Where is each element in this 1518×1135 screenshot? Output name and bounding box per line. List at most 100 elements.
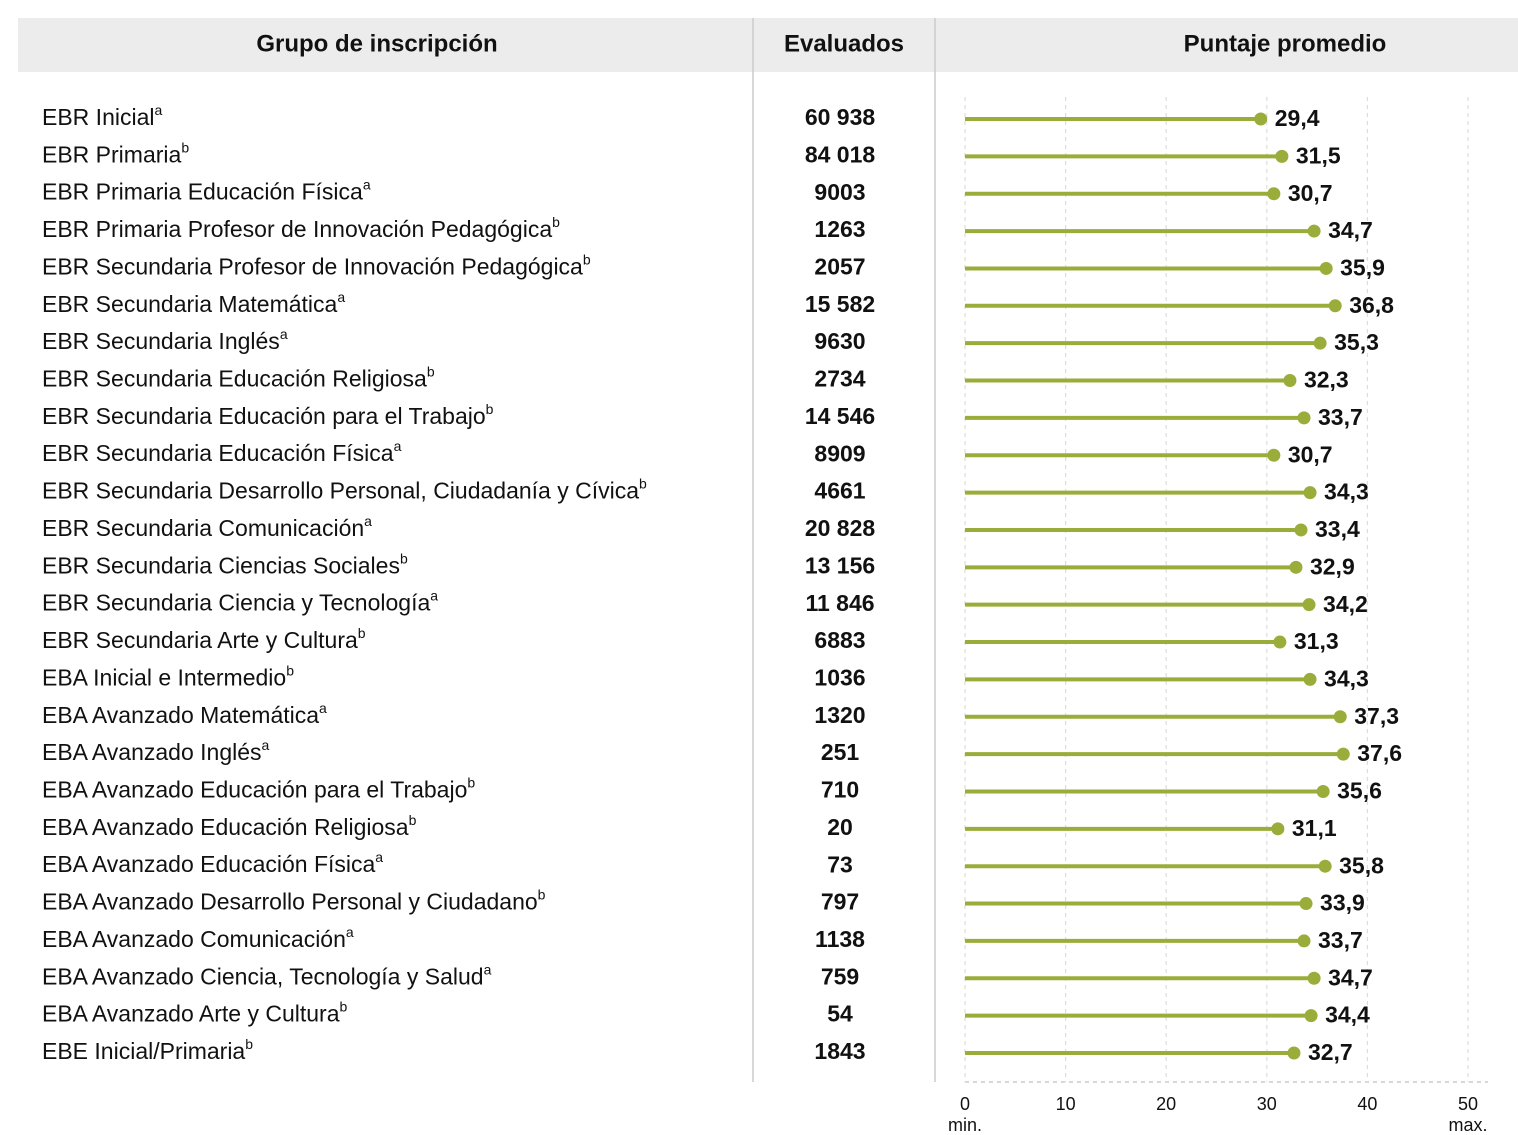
dot: [1299, 897, 1313, 911]
category-name: EBR Secundaria Comunicación: [42, 515, 364, 541]
dot: [1271, 822, 1285, 836]
evaluados: 4661: [814, 478, 865, 504]
category-label: EBA Avanzado Educación Físicaa: [42, 849, 383, 877]
footnote-mark: b: [427, 363, 435, 379]
x-tick-label: 40: [1357, 1094, 1377, 1114]
category-name: EBA Avanzado Educación para el Trabajo: [42, 777, 467, 803]
category-label: EBR Secundaria Educación Físicaa: [42, 438, 402, 466]
category-name: EBA Avanzado Inglés: [42, 739, 262, 765]
dot: [1267, 187, 1281, 201]
dot: [1283, 374, 1297, 388]
evaluados: 1843: [814, 1038, 865, 1064]
category-name: EBR Secundaria Educación Física: [42, 440, 394, 466]
evaluados: 2057: [814, 254, 865, 280]
evaluados: 710: [821, 777, 859, 803]
value-label: 34,2: [1323, 591, 1368, 617]
value-label: 33,9: [1320, 890, 1365, 916]
footnote-mark: a: [337, 289, 345, 305]
category-label: EBR Secundaria Desarrollo Personal, Ciud…: [42, 475, 647, 503]
value-label: 34,7: [1328, 964, 1373, 990]
value-label: 31,3: [1294, 628, 1339, 654]
x-tick-label: 0: [960, 1094, 970, 1114]
evaluados: 14 546: [805, 403, 875, 429]
value-label: 32,9: [1310, 553, 1355, 579]
value-label: 35,3: [1334, 329, 1379, 355]
evaluados: 20 828: [805, 515, 876, 541]
category-name: EBA Inicial e Intermedio: [42, 664, 286, 690]
dot: [1307, 224, 1321, 238]
category-name: EBR Secundaria Arte y Cultura: [42, 627, 358, 653]
category-name: EBR Secundaria Educación para el Trabajo: [42, 403, 486, 429]
category-label: EBR Secundaria Matemáticaa: [42, 289, 345, 317]
evaluados: 1263: [814, 216, 865, 242]
footnote-mark: a: [394, 438, 402, 454]
category-label: EBR Iniciala: [42, 102, 162, 130]
header-band: [18, 18, 1518, 72]
category-name: EBR Secundaria Inglés: [42, 328, 280, 354]
dot: [1302, 598, 1316, 612]
footnote-mark: a: [375, 849, 383, 865]
category-name: EBA Avanzado Educación Religiosa: [42, 814, 409, 840]
value-label: 33,7: [1318, 404, 1363, 430]
axis-end-label: min.: [948, 1115, 982, 1135]
dot: [1336, 747, 1350, 761]
category-name: EBA Avanzado Educación Física: [42, 851, 375, 877]
category-label: EBR Secundaria Ciencias Socialesb: [42, 550, 408, 578]
footnote-mark: b: [339, 998, 347, 1014]
category-label: EBE Inicial/Primariab: [42, 1036, 253, 1064]
x-tick-label: 30: [1257, 1094, 1277, 1114]
dot: [1294, 523, 1308, 537]
dot: [1316, 784, 1330, 798]
dot: [1275, 149, 1289, 163]
footnote-mark: a: [319, 699, 327, 715]
x-tick-label: 20: [1156, 1094, 1176, 1114]
category-label: EBA Avanzado Educación para el Trabajob: [42, 774, 475, 802]
value-label: 37,6: [1357, 740, 1402, 766]
evaluados: 73: [827, 851, 853, 877]
dot: [1267, 448, 1281, 462]
category-name: EBE Inicial/Primaria: [42, 1038, 245, 1064]
footnote-mark: a: [364, 513, 372, 529]
category-name: EBR Inicial: [42, 104, 154, 130]
dot: [1297, 411, 1311, 425]
dot: [1307, 971, 1321, 985]
evaluados: 9630: [814, 328, 865, 354]
value-label: 35,6: [1337, 778, 1382, 804]
footnote-mark: a: [430, 587, 438, 603]
footnote-mark: b: [400, 550, 408, 566]
category-label: EBR Secundaria Inglésa: [42, 326, 288, 354]
category-label: EBR Secundaria Ciencia y Tecnologíaa: [42, 587, 438, 615]
value-label: 34,4: [1325, 1002, 1370, 1028]
x-tick-label: 10: [1056, 1094, 1076, 1114]
header: Evaluados: [784, 30, 904, 57]
category-name: EBR Primaria Educación Física: [42, 179, 363, 205]
footnote-mark: a: [262, 737, 270, 753]
axis-end-label: max.: [1448, 1115, 1487, 1135]
evaluados: 84 018: [805, 141, 876, 167]
dot: [1287, 1046, 1301, 1060]
x-tick-label: 50: [1458, 1094, 1478, 1114]
category-name: EBA Avanzado Comunicación: [42, 926, 346, 952]
category-label: EBR Secundaria Educación Religiosab: [42, 363, 435, 391]
footnote-mark: a: [346, 924, 354, 940]
dot: [1289, 560, 1303, 574]
value-label: 34,3: [1324, 665, 1369, 691]
category-name: EBR Secundaria Desarrollo Personal, Ciud…: [42, 478, 639, 504]
evaluados: 8909: [814, 440, 865, 466]
evaluados: 251: [821, 739, 860, 765]
value-label: 37,3: [1354, 703, 1399, 729]
category-label: EBA Avanzado Inglésa: [42, 737, 270, 765]
category-name: EBR Secundaria Ciencia y Tecnología: [42, 590, 430, 616]
footnote-mark: b: [409, 812, 417, 828]
category-label: EBA Inicial e Intermediob: [42, 662, 294, 690]
footnote-mark: a: [484, 961, 492, 977]
dot: [1297, 934, 1311, 948]
value-label: 31,5: [1296, 142, 1341, 168]
dot: [1313, 336, 1327, 350]
footnote-mark: b: [486, 401, 494, 417]
dot: [1254, 112, 1268, 126]
footnote-mark: a: [154, 102, 162, 118]
evaluados: 15 582: [805, 291, 875, 317]
